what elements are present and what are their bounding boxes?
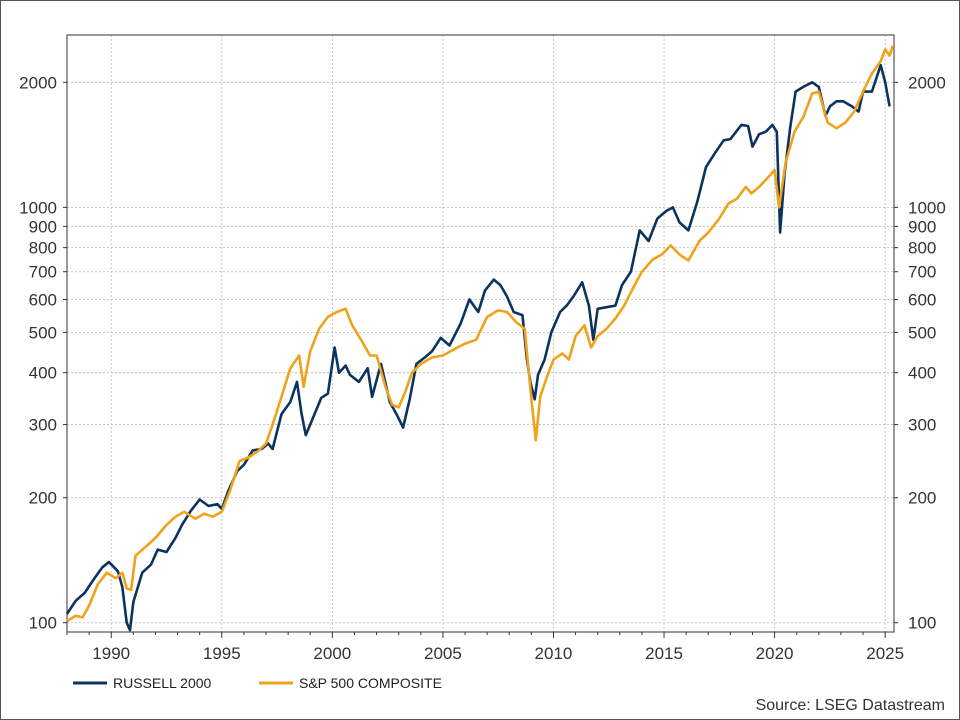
y-tick-label-left: 300 <box>29 416 57 435</box>
x-tick-label: 2005 <box>424 644 462 663</box>
x-tick-label: 2020 <box>756 644 794 663</box>
y-tick-label-left: 1000 <box>19 198 57 217</box>
y-tick-label-right: 400 <box>908 364 936 383</box>
y-tick-label-left: 400 <box>29 364 57 383</box>
y-tick-label-left: 200 <box>29 489 57 508</box>
series-line-russell-2000 <box>65 63 891 632</box>
y-tick-label-right: 2000 <box>908 73 946 92</box>
y-tick-label-right: 900 <box>908 217 936 236</box>
y-tick-label-left: 900 <box>29 217 57 236</box>
y-tick-label-right: 800 <box>908 239 936 258</box>
x-tick-label: 2015 <box>645 644 683 663</box>
y-tick-label-left: 700 <box>29 263 57 282</box>
y-tick-label-left: 2000 <box>19 73 57 92</box>
y-tick-label-right: 500 <box>908 323 936 342</box>
legend-label: RUSSELL 2000 <box>113 675 212 691</box>
x-tick-label: 1990 <box>92 644 130 663</box>
series-lines <box>65 45 895 632</box>
y-tick-label-right: 700 <box>908 263 936 282</box>
y-tick-label-right: 200 <box>908 489 936 508</box>
y-tick-label-right: 100 <box>908 614 936 633</box>
y-tick-label-right: 1000 <box>908 198 946 217</box>
plot-area <box>66 34 895 633</box>
y-tick-label-right: 300 <box>908 416 936 435</box>
x-tick-label: 2025 <box>866 644 904 663</box>
y-tick-label-left: 800 <box>29 239 57 258</box>
legend: RUSSELL 2000 S&P 500 COMPOSITE <box>73 675 442 691</box>
x-tick-label: 2000 <box>313 644 351 663</box>
legend-label: S&P 500 COMPOSITE <box>299 675 442 691</box>
series-line-sp500 <box>66 45 895 623</box>
x-tick-label: 1995 <box>203 644 241 663</box>
y-tick-label-left: 600 <box>29 291 57 310</box>
axes: 100 100 200 200 300 300 400 400 500 500 600 600 700 7… <box>19 73 946 663</box>
x-tick-label: 2010 <box>535 644 573 663</box>
y-tick-label-left: 100 <box>29 614 57 633</box>
y-tick-label-left: 500 <box>29 323 57 342</box>
y-tick-label-right: 600 <box>908 291 936 310</box>
source-note: Source: LSEG Datastream <box>755 697 945 714</box>
